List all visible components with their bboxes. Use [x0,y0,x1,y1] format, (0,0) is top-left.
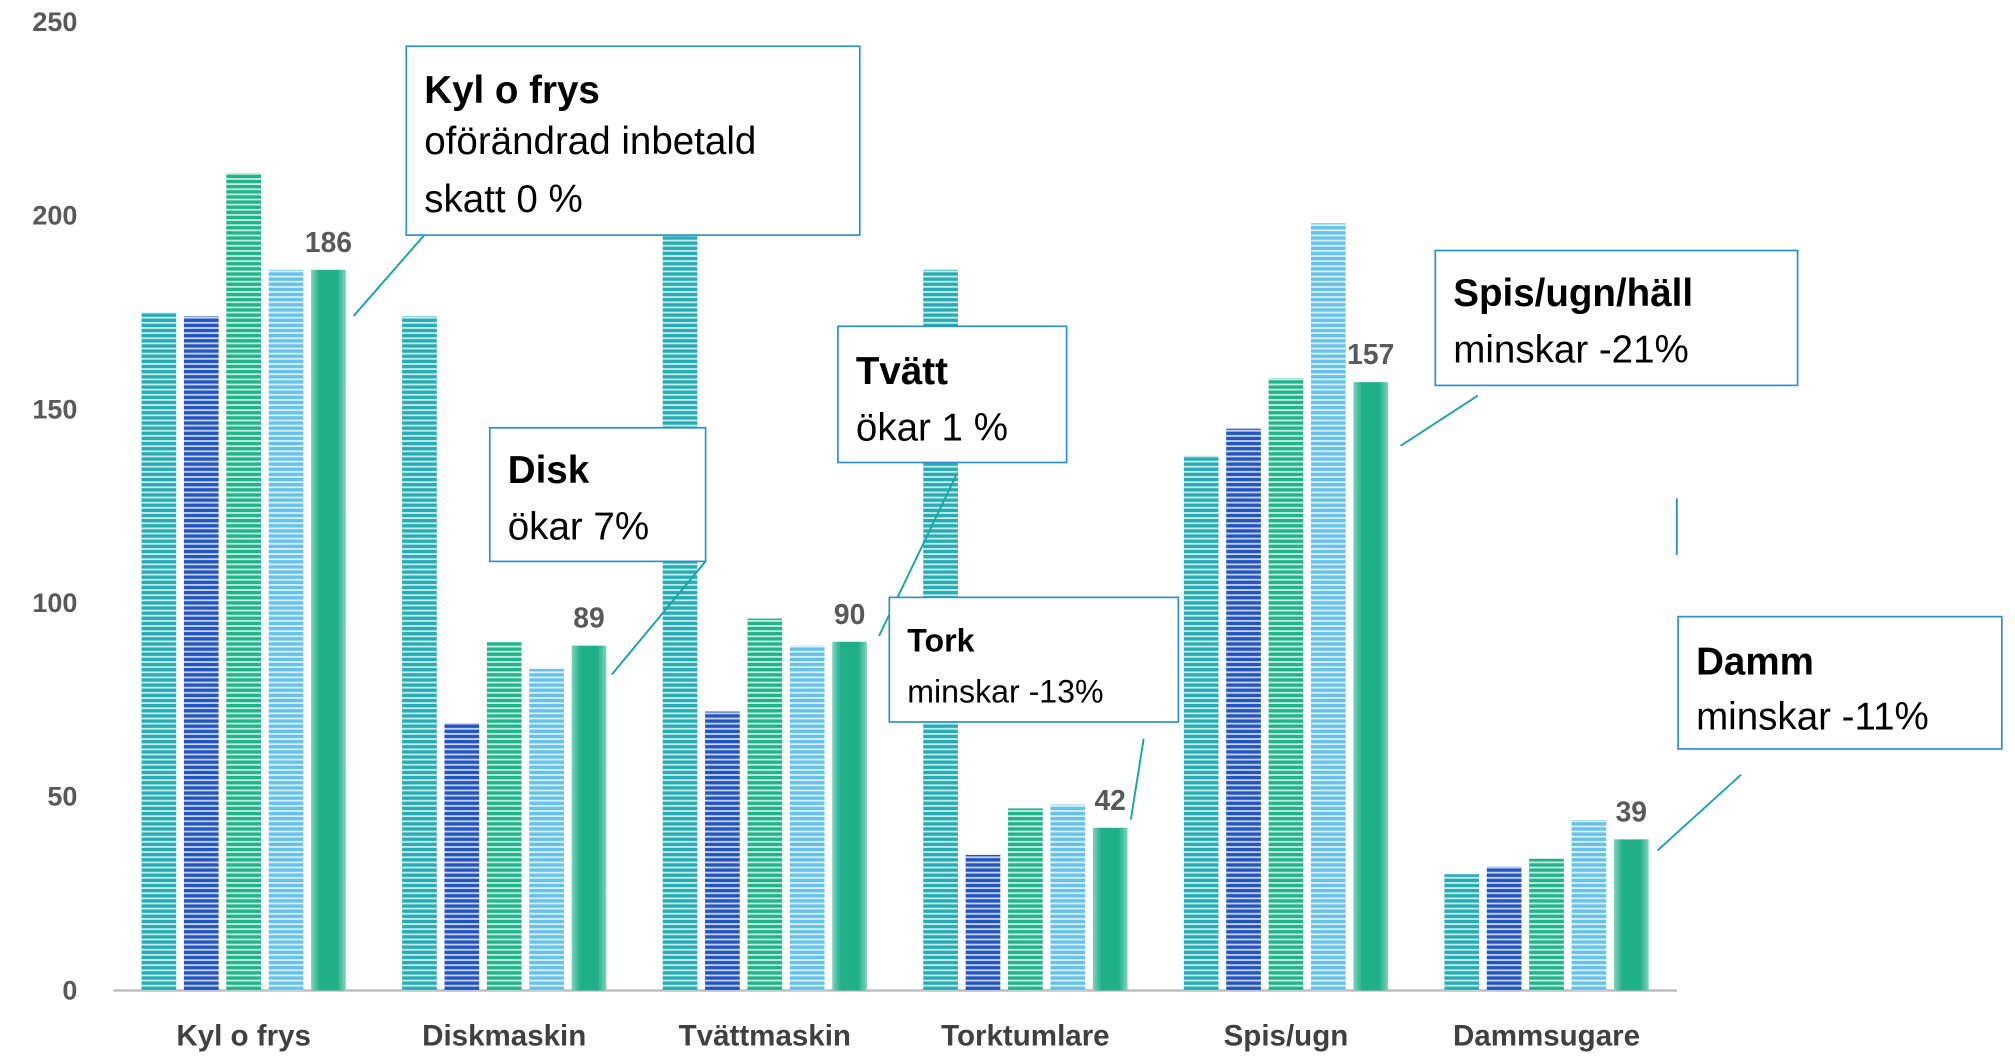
bar [1529,858,1564,991]
leader-line [1129,738,1145,820]
x-tick-label: Diskmaskin [422,1020,586,1053]
y-tick-label: 100 [32,588,77,618]
bar [1226,428,1261,991]
y-tick-label: 150 [32,394,77,424]
data-label: 186 [305,226,352,258]
annotation-title: Tork [907,622,974,658]
bar [1613,839,1649,991]
bar [444,723,480,991]
annotation-box [1677,615,2003,750]
bar [965,854,1001,991]
x-tick-label: Tvättmaskin [679,1020,851,1053]
bar [1268,378,1304,991]
bar [705,711,740,991]
bar [1311,223,1346,991]
data-label: 89 [573,602,604,634]
bar [571,645,607,991]
bar [141,312,177,991]
x-tick-label: Dammsugare [1453,1020,1640,1053]
annotation-text: minskar -11% [1696,696,1929,739]
data-label: 42 [1094,784,1125,816]
bar [1050,804,1086,991]
bar [832,641,867,991]
x-tick-label: Torktumlare [941,1020,1109,1053]
annotation-title: Damm [1696,640,1814,683]
leader-line [1656,773,1742,852]
x-tick-label: Spis/ugn [1224,1020,1349,1053]
bar [1008,808,1043,991]
annotation-box [837,325,1068,464]
annotation-box [888,596,1180,723]
data-label: 157 [1347,338,1394,370]
bar [402,316,437,991]
bar [1092,827,1128,991]
bar [1353,382,1389,991]
bar [486,641,522,991]
y-tick-label: 250 [32,7,77,37]
bar [268,269,304,991]
y-tick-label: 50 [47,782,77,812]
annotation-text: skatt 0 % [424,178,582,221]
bar [226,172,261,991]
bar [662,172,698,991]
annotation-text: ökar 7% [508,506,649,549]
annotation-box [1434,249,1799,387]
y-tick-label: 200 [32,201,77,231]
bar [747,618,783,991]
annotation-title: Spis/ugn/häll [1453,272,1693,315]
y-tick-label: 0 [62,975,77,1005]
annotation-title: Tvätt [856,350,948,393]
annotation-text: minskar -13% [907,674,1103,710]
bar [1444,874,1480,991]
bar [1571,820,1607,991]
leader-line [1400,394,1479,447]
leader-line [611,560,707,676]
annotation-text: oförändrad inbetald [424,120,756,163]
bar [1183,455,1219,991]
bar [529,668,564,991]
annotation-title: Disk [508,449,590,492]
annotation-title: Kyl o frys [424,69,600,112]
annotation-text: minskar -21% [1453,328,1689,371]
bar [789,645,825,991]
annotation-text: ökar 1 % [856,407,1008,450]
annotation-box [488,426,707,563]
bar [183,316,219,991]
annotation-box [405,45,861,236]
bar [1486,866,1522,991]
x-tick-label: Kyl o frys [176,1020,311,1053]
leader-line [352,234,425,317]
data-label: 39 [1616,795,1647,827]
bar [311,269,346,991]
data-label: 90 [834,598,865,630]
